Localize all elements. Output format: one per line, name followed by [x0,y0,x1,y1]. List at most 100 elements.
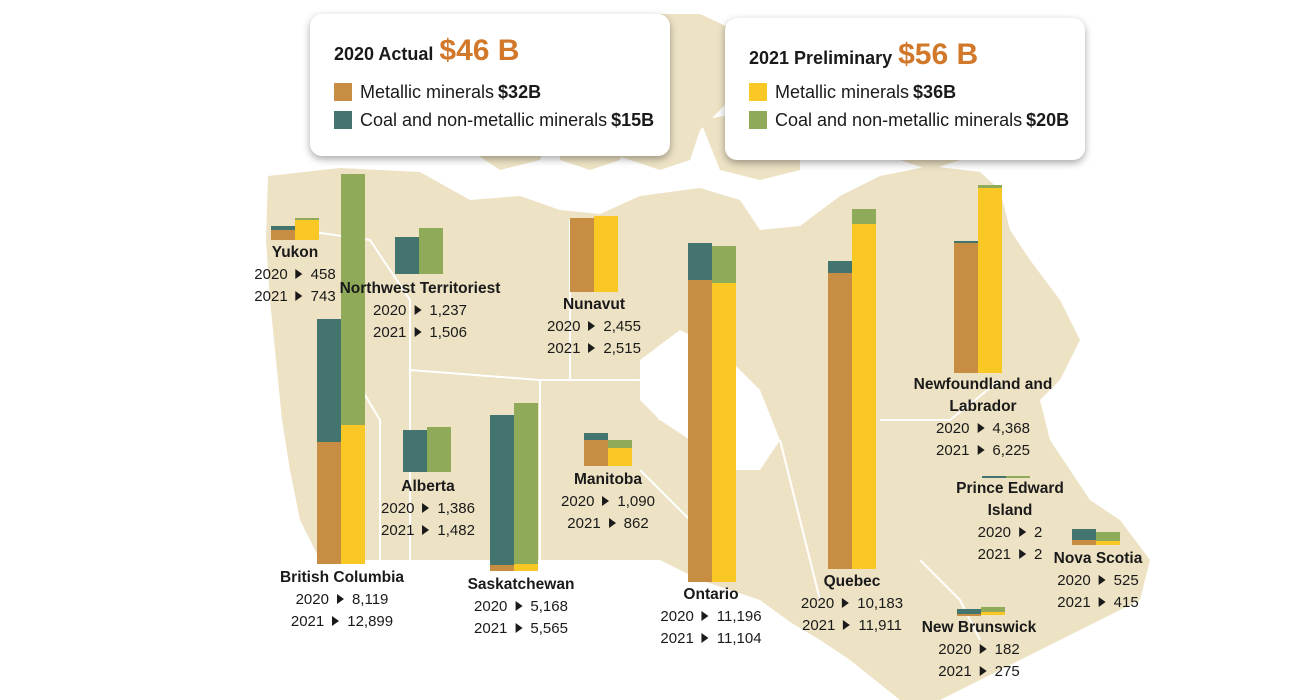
alberta-name: Alberta [401,478,455,495]
yukon-value-2020: 2020 458 [254,264,335,286]
yukon-bar-2021-nonmetallic [295,217,319,221]
arrow-right-icon [979,644,987,654]
northwest-territoriest-value-2020: 2020 1,237 [340,300,501,322]
ontario-value-2020: 2020 11,196 [660,606,761,628]
ontario-bar-2020-metallic [688,279,712,582]
new-brunswick-year-2020: 2020 [938,641,972,658]
newfoundland-and-labrador-bar-2020-metallic [954,242,978,373]
alberta-bar-2021-nonmetallic [427,427,451,472]
nunavut-year-2020: 2020 [547,318,581,335]
yukon-bar-2021-metallic [295,220,319,240]
new-brunswick-bar-2021-metallic [981,611,1005,615]
alberta-amount-2020: 1,386 [437,500,475,517]
legend-2020-title-text: 2020 Actual [334,44,434,64]
quebec-label: Quebec 2020 10,183 2021 11,911 [801,571,903,637]
quebec-amount-2020: 10,183 [857,595,904,612]
arrow-right-icon [422,525,430,535]
legend-2021-title: 2021 Preliminary $56 B [749,38,978,72]
british-columbia-name: British Columbia [279,569,405,586]
arrow-right-icon [336,594,344,604]
new-brunswick-bar-2020-nonmetallic [957,609,981,615]
saskatchewan-year-2020: 2020 [474,598,508,615]
arrow-right-icon [515,623,523,633]
british-columbia-label: British Columbia 2020 8,119 2021 12,899 [280,567,404,633]
manitoba-bar-2021-metallic [608,447,632,466]
manitoba-label: Manitoba 2020 1,090 2021 862 [561,469,655,535]
legend-2021-item-nonmetallic-label: Coal and non-metallic minerals [775,110,1023,130]
legend-2021-title-text: 2021 Preliminary [749,48,893,68]
alberta-label: Alberta 2020 1,386 2021 1,482 [381,476,475,542]
saskatchewan-label: Saskatchewan 2020 5,168 2021 5,565 [468,574,575,640]
legend-2021-item-metallic: Metallic minerals $36B [749,82,956,103]
prince-edward-island-name: Prince Edward Island [956,480,1064,519]
saskatchewan-bar-2020-metallic [490,564,514,571]
legend-2021-item-metallic-value: $36B [913,82,957,102]
alberta-year-2021: 2021 [381,522,415,539]
nova-scotia-year-2020: 2020 [1057,572,1091,589]
legend-2020-item-metallic-label: Metallic minerals [360,82,495,102]
arrow-right-icon [295,291,303,301]
yukon-year-2021: 2021 [254,288,288,305]
legend-2020-total: $46 B [439,34,520,67]
northwest-territoriest-bar-2021-nonmetallic [419,228,443,274]
arrow-right-icon [332,616,340,626]
nova-scotia-bar-2021-metallic [1096,541,1120,545]
alberta-value-2021: 2021 1,482 [381,520,475,542]
newfoundland-and-labrador-value-2020: 2020 4,368 [914,418,1053,440]
british-columbia-amount-2020: 8,119 [351,591,389,608]
nova-scotia-amount-2020: 525 [1113,572,1139,589]
quebec-value-2021: 2021 11,911 [801,615,903,637]
metallic-2021-swatch [749,83,767,101]
legend-2020-item-metallic-value: $32B [498,82,542,102]
arrow-right-icon [414,305,422,315]
nunavut-name: Nunavut [562,296,625,313]
saskatchewan-amount-2020: 5,168 [530,598,568,615]
manitoba-amount-2021: 862 [623,515,649,532]
manitoba-bar-2020-metallic [584,439,608,466]
prince-edward-island-year-2021: 2021 [977,546,1012,563]
quebec-year-2021: 2021 [801,617,836,634]
arrow-right-icon [1098,575,1106,585]
arrow-right-icon [602,496,610,506]
legend-2021-item-nonmetallic-value: $20B [1026,110,1070,130]
new-brunswick-bar-2020-metallic [957,614,981,617]
british-columbia-year-2021: 2021 [290,613,325,630]
prince-edward-island-year-2020: 2020 [977,524,1012,541]
prince-edward-island-value-2020: 2020 2 [956,522,1064,544]
nova-scotia-bar-2020-metallic [1072,539,1096,545]
arrow-right-icon [1098,597,1106,607]
nunavut-value-2021: 2021 2,515 [547,338,641,360]
nunavut-value-2020: 2020 2,455 [547,316,641,338]
ontario-year-2020: 2020 [660,608,694,625]
saskatchewan-bar-2021-nonmetallic [514,402,538,565]
arrow-right-icon [588,343,596,353]
newfoundland-and-labrador-year-2020: 2020 [936,420,970,437]
nonmetallic-2021-swatch [749,111,767,129]
prince-edward-island-value-2021: 2021 2 [956,544,1064,566]
newfoundland-and-labrador-bar-2021-nonmetallic [978,184,1002,188]
new-brunswick-bar-2021-nonmetallic [981,606,1005,612]
nunavut-bar-2021-metallic [594,215,618,292]
legend-2020-item-nonmetallic-value: $15B [611,110,655,130]
saskatchewan-bar-2020-nonmetallic [490,414,514,565]
newfoundland-and-labrador-bar-2021-metallic [978,187,1002,373]
arrow-right-icon [977,445,985,455]
northwest-territoriest-year-2020: 2020 [373,302,407,319]
northwest-territoriest-amount-2021: 1,506 [429,324,467,341]
yukon-name: Yukon [271,244,319,261]
quebec-bar-2021-nonmetallic [852,208,876,225]
metallic-2020-swatch [334,83,352,101]
saskatchewan-amount-2021: 5,565 [530,620,568,637]
manitoba-bar-2020-nonmetallic [584,433,608,440]
northwest-territoriest-amount-2020: 1,237 [429,302,467,319]
quebec-year-2020: 2020 [800,595,835,612]
new-brunswick-amount-2020: 182 [994,641,1020,658]
legend-2021-item-metallic-label: Metallic minerals [775,82,910,102]
prince-edward-island-amount-2020: 2 [1034,524,1043,541]
ontario-value-2021: 2021 11,104 [660,628,761,650]
ontario-amount-2020: 11,196 [716,608,762,625]
prince-edward-island-amount-2021: 2 [1034,546,1043,563]
alberta-value-2020: 2020 1,386 [381,498,475,520]
prince-edward-island-bar-2020-nonmetallic [982,475,1006,478]
ontario-year-2021: 2021 [660,630,694,647]
